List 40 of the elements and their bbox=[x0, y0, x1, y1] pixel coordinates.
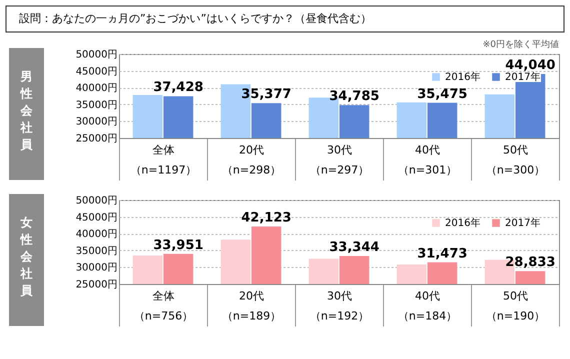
y-tick-label: 35000円 bbox=[76, 100, 118, 111]
y-tick-label: 40000円 bbox=[76, 229, 118, 240]
data-label: 34,785 bbox=[329, 89, 380, 104]
x-tick-label: 全体（n=756） bbox=[134, 290, 194, 322]
data-label: 37,428 bbox=[153, 80, 204, 96]
x-tick-label: 40代（n=301） bbox=[398, 144, 458, 176]
y-tick-label: 50000円 bbox=[76, 50, 118, 60]
x-tick-label: 全体（n=1197） bbox=[130, 144, 197, 176]
y-tick-label: 30000円 bbox=[76, 262, 118, 274]
y-tick-label: 50000円 bbox=[76, 196, 118, 206]
y-tick-label: 40000円 bbox=[76, 83, 118, 94]
data-label: 35,377 bbox=[241, 87, 292, 102]
data-label: 42,123 bbox=[241, 210, 292, 226]
data-label: 35,475 bbox=[417, 86, 468, 102]
data-label: 33,951 bbox=[153, 238, 204, 253]
y-tick-label: 25000円 bbox=[76, 280, 118, 290]
x-tick-label: 20代（n=189） bbox=[222, 290, 282, 322]
y-tick-label: 35000円 bbox=[76, 246, 118, 257]
legend-label: 2016年 bbox=[445, 71, 480, 83]
chart-title: 設問：あなたの一ヵ月の”おこづかい”はいくらですか？（昼食代含む） bbox=[19, 12, 372, 25]
data-label: 31,473 bbox=[417, 246, 468, 262]
y-tick-label: 45000円 bbox=[76, 212, 118, 224]
legend-label: 2017年 bbox=[505, 71, 540, 83]
x-tick-label: 20代（n=298） bbox=[222, 144, 282, 176]
y-tick-label: 45000円 bbox=[76, 66, 118, 78]
data-label: 33,344 bbox=[329, 240, 380, 255]
x-tick-label: 50代（n=190） bbox=[486, 290, 546, 322]
x-tick-label: 30代（n=297） bbox=[310, 144, 370, 176]
legend-label: 2016年 bbox=[445, 217, 480, 229]
legend-label: 2017年 bbox=[505, 217, 540, 229]
x-tick-label: 50代（n=300） bbox=[486, 144, 546, 176]
x-tick-label: 30代（n=192） bbox=[310, 290, 370, 322]
data-label: 44,040 bbox=[505, 58, 556, 74]
y-tick-label: 25000円 bbox=[76, 134, 118, 144]
y-axis-title: 女性会社員 bbox=[20, 216, 34, 298]
data-label: 28,833 bbox=[505, 255, 556, 270]
x-tick-label: 40代（n=184） bbox=[398, 290, 458, 322]
y-axis-title: 男性会社員 bbox=[20, 70, 34, 152]
text: ※0円を除く平均値 bbox=[482, 39, 559, 50]
y-tick-label: 30000円 bbox=[76, 116, 118, 128]
